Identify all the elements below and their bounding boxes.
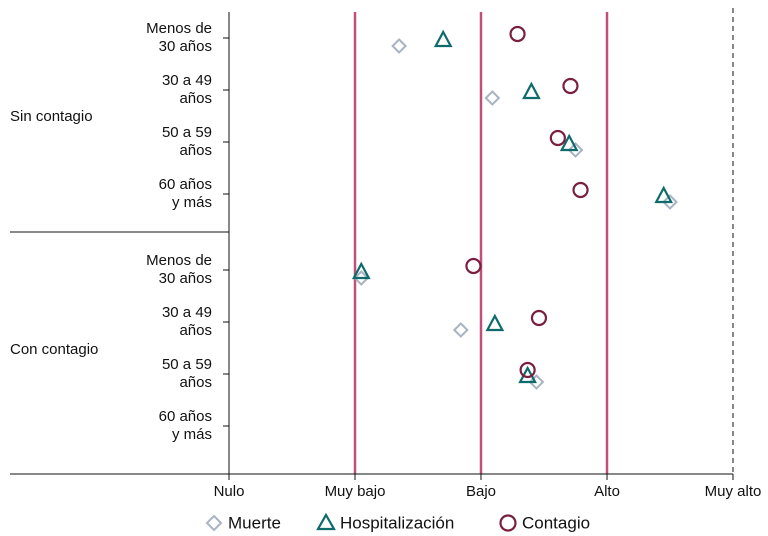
marker bbox=[485, 313, 505, 332]
marker bbox=[530, 309, 548, 327]
group-label: Con contagio bbox=[10, 341, 98, 358]
y-tick-label: y más bbox=[172, 426, 212, 443]
legend-label: Hospitalización bbox=[340, 513, 454, 532]
marker bbox=[484, 90, 501, 106]
marker bbox=[452, 322, 469, 338]
marker bbox=[353, 270, 370, 286]
y-tick-label: Menos de bbox=[146, 252, 212, 269]
y-tick-label: 30 años bbox=[159, 38, 212, 55]
y-tick-label: 60 años bbox=[159, 176, 212, 193]
y-tick-label: años bbox=[179, 322, 212, 339]
marker bbox=[528, 374, 545, 390]
x-tick-label: Nulo bbox=[214, 483, 245, 500]
marker bbox=[549, 129, 566, 147]
y-tick-label: 50 a 59 bbox=[162, 356, 212, 373]
y-tick-label: y más bbox=[172, 194, 212, 211]
y-tick-label: 30 años bbox=[159, 270, 212, 287]
x-tick-label: Alto bbox=[594, 483, 620, 500]
legend-label: Contagio bbox=[522, 513, 590, 532]
marker bbox=[509, 25, 526, 43]
y-tick-label: 60 años bbox=[159, 408, 212, 425]
y-tick-label: años bbox=[179, 374, 212, 391]
marker bbox=[662, 194, 678, 210]
marker bbox=[465, 257, 482, 275]
y-tick-label: 30 a 49 bbox=[162, 72, 212, 89]
legend-marker bbox=[499, 514, 517, 532]
marker bbox=[522, 81, 541, 100]
y-tick-label: 50 a 59 bbox=[162, 124, 212, 141]
legend-marker bbox=[316, 512, 336, 531]
marker bbox=[567, 142, 584, 158]
legend-label: Muerte bbox=[228, 513, 281, 532]
x-tick-label: Bajo bbox=[466, 483, 496, 500]
marker bbox=[433, 29, 453, 48]
x-tick-label: Muy alto bbox=[705, 483, 762, 500]
group-label: Sin contagio bbox=[10, 108, 93, 125]
marker bbox=[654, 185, 674, 204]
legend-marker bbox=[205, 514, 223, 532]
y-tick-label: Menos de bbox=[146, 20, 212, 37]
y-tick-label: 30 a 49 bbox=[162, 304, 212, 321]
marker bbox=[391, 38, 408, 54]
y-tick-label: años bbox=[179, 142, 212, 159]
x-tick-label: Muy bajo bbox=[325, 483, 386, 500]
marker bbox=[562, 77, 579, 95]
marker bbox=[559, 133, 579, 152]
marker bbox=[572, 181, 589, 199]
marker bbox=[351, 261, 371, 280]
marker bbox=[519, 361, 536, 379]
y-tick-label: años bbox=[179, 90, 212, 107]
